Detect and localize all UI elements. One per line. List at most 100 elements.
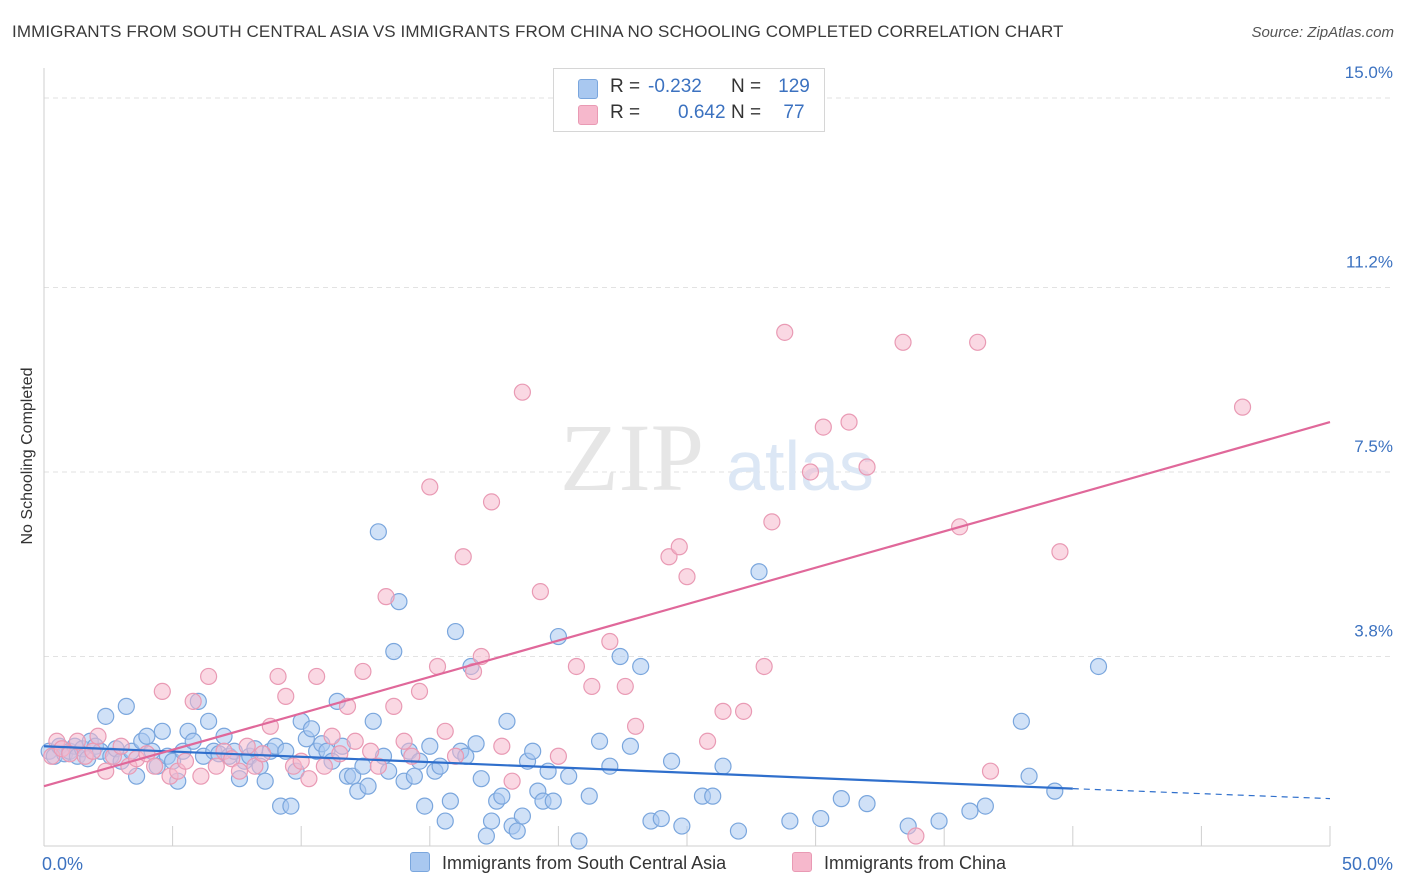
y-tick-label: 11.2% (1346, 252, 1393, 271)
data-point-south-central-asia (436, 812, 454, 830)
series-china (43, 323, 1252, 845)
data-point-china (354, 662, 372, 681)
data-point-china (714, 702, 732, 720)
data-point-china (421, 478, 439, 496)
x-tick-label: 0.0% (42, 854, 83, 874)
watermark-atlas: atlas (726, 427, 874, 505)
data-point-china (315, 757, 333, 775)
y-tick-label: 15.0% (1345, 63, 1393, 82)
data-point-south-central-asia (560, 767, 578, 785)
trend-line-china (43, 421, 1331, 788)
data-point-south-central-asia (1012, 712, 1030, 730)
data-point-china (436, 722, 454, 740)
trend-lines (43, 421, 1331, 800)
legend-r-label: R = (610, 102, 641, 123)
watermark-zip: ZIP (560, 404, 704, 511)
data-point-china (277, 687, 295, 705)
data-point-south-central-asia (508, 822, 526, 840)
data-point-south-central-asia (416, 797, 434, 815)
bottom-legend-label-blue: Immigrants from South Central Asia (442, 853, 727, 873)
data-point-south-central-asia (524, 742, 542, 760)
y-tick-label: 7.5% (1354, 437, 1393, 456)
data-point-south-central-asia (1089, 657, 1108, 676)
data-point-china (567, 657, 586, 676)
data-point-china (734, 702, 753, 720)
data-point-china (583, 677, 601, 696)
data-point-china (678, 568, 696, 586)
legend-r-value: 0.642 (678, 102, 726, 123)
data-point-south-central-asia (590, 732, 609, 750)
data-point-china (446, 747, 465, 765)
data-point-south-central-asia (812, 809, 830, 828)
data-point-south-central-asia (1046, 782, 1064, 800)
data-point-china (698, 732, 717, 750)
data-point-south-central-asia (117, 697, 135, 715)
data-point-china (192, 767, 210, 785)
data-point-south-central-asia (570, 832, 588, 850)
data-point-china (801, 463, 820, 481)
data-point-south-central-asia (482, 812, 501, 830)
data-point-south-central-asia (421, 737, 439, 755)
bottom-legend-blue: Immigrants from South Central Asia (410, 852, 726, 874)
legend-n-label: N = (731, 102, 762, 123)
data-point-china (246, 757, 264, 775)
data-point-china (410, 682, 429, 701)
data-point-china (907, 827, 925, 845)
data-point-china (145, 757, 164, 775)
data-point-south-central-asia (200, 712, 218, 730)
data-point-south-central-asia (580, 787, 598, 805)
legend-n-value: 129 (778, 76, 810, 97)
data-point-south-central-asia (832, 790, 850, 808)
data-point-south-central-asia (930, 812, 948, 830)
data-point-china (1233, 398, 1252, 416)
data-point-china (230, 762, 249, 780)
data-point-china (112, 737, 130, 755)
data-point-china (858, 458, 876, 476)
data-point-china (969, 333, 987, 351)
data-point-south-central-asia (621, 737, 640, 755)
data-point-china (207, 757, 225, 775)
data-point-china (68, 732, 87, 750)
data-point-china (1051, 543, 1069, 561)
legend-r-label: R = (610, 76, 641, 97)
legend-n-label: N = (731, 76, 762, 97)
data-point-china (503, 772, 521, 790)
tick-labels: 3.8% 7.5% 11.2% 15.0% 0.0% 50.0% (42, 63, 1393, 874)
data-point-china (755, 657, 773, 676)
correlation-legend: R = -0.232 N = 129 R = 0.642 N = 77 (553, 68, 825, 132)
data-point-south-central-asia (601, 757, 619, 775)
data-point-china (513, 383, 531, 401)
data-point-south-central-asia (662, 752, 681, 770)
watermark: ZIP atlas (560, 404, 874, 511)
data-point-china (894, 333, 912, 351)
data-point-south-central-asia (493, 787, 511, 805)
trend-extension-south-central-asia (1072, 788, 1331, 800)
data-point-south-central-asia (652, 809, 670, 828)
data-point-china (549, 747, 568, 765)
data-point-south-central-asia (138, 727, 156, 745)
bottom-legend-pink: Immigrants from China (792, 852, 1006, 874)
data-point-china (626, 717, 645, 735)
data-point-china (981, 762, 1000, 780)
data-point-south-central-asia (405, 767, 423, 785)
data-point-south-central-asia (673, 817, 691, 835)
series-south-central-asia (40, 523, 1108, 850)
data-point-south-central-asia (97, 707, 115, 725)
data-point-china (369, 757, 387, 775)
data-point-china (763, 513, 781, 531)
data-point-south-central-asia (467, 735, 485, 753)
data-point-china (153, 682, 171, 701)
data-point-china (362, 742, 380, 760)
x-tick-label: 50.0% (1342, 854, 1393, 874)
data-point-south-central-asia (446, 622, 465, 641)
data-point-china (385, 697, 403, 715)
data-point-china (601, 632, 619, 651)
data-point-south-central-asia (369, 523, 387, 541)
data-point-china (493, 737, 511, 755)
legend-swatch-pink (578, 105, 598, 125)
data-point-south-central-asia (153, 722, 171, 740)
grid-lines (44, 97, 1392, 657)
data-point-south-central-asia (704, 787, 722, 805)
data-point-south-central-asia (498, 712, 516, 730)
data-point-china (616, 677, 634, 696)
